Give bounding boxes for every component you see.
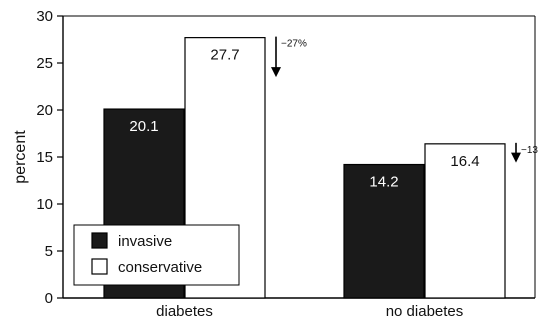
change-arrow-head xyxy=(511,152,521,163)
change-arrow-head xyxy=(271,67,281,78)
legend-swatch-invasive xyxy=(91,232,108,249)
y-tick-label: 0 xyxy=(45,290,53,307)
data-label: 20.1 xyxy=(129,118,158,135)
y-tick-label: 10 xyxy=(36,196,53,213)
y-tick-label: 20 xyxy=(36,102,53,119)
bar-invasive-no-diabetes xyxy=(343,163,425,299)
change-annotation-label: −13% xyxy=(521,145,538,156)
legend-swatch-conservative xyxy=(91,258,108,275)
data-label: 14.2 xyxy=(369,174,398,191)
data-label: 27.7 xyxy=(210,47,239,64)
bar-conservative-no-diabetes xyxy=(424,143,506,299)
y-axis-title: percent xyxy=(12,130,29,184)
change-annotation-label: −27% xyxy=(281,39,307,50)
chart-axes: 0 5 10 15 20 25 30 percent diabetes no diabetes xyxy=(12,8,536,320)
x-category-label: diabetes xyxy=(156,303,213,320)
x-category-label: no diabetes xyxy=(386,303,464,320)
y-tick-label: 25 xyxy=(36,55,53,72)
y-tick-label: 5 xyxy=(45,243,53,260)
chart-legend: invasive conservative xyxy=(73,224,240,286)
chart-annotations: −27% −13% xyxy=(271,36,538,163)
legend-label-conservative: conservative xyxy=(118,259,202,276)
y-tick-label: 30 xyxy=(36,8,53,25)
legend-label-invasive: invasive xyxy=(118,233,172,250)
data-label: 16.4 xyxy=(450,153,479,170)
chart-bars: 20.1 27.7 14.2 16.4 xyxy=(103,37,506,299)
y-tick-label: 15 xyxy=(36,149,53,166)
